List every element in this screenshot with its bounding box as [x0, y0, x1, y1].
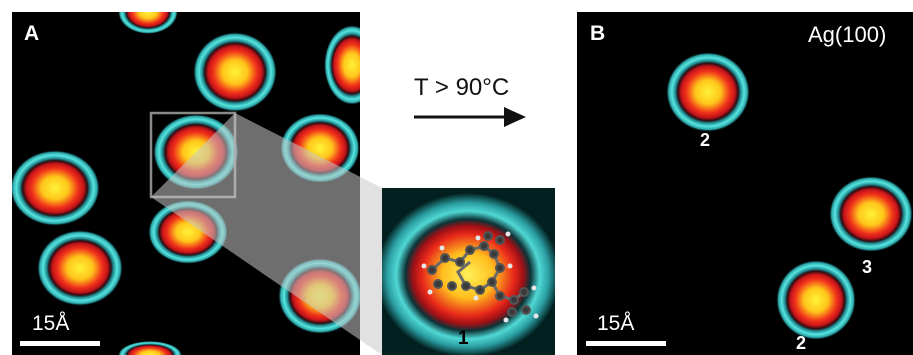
panel-b-scale-bar	[586, 341, 666, 346]
molecule-label: 2	[700, 130, 711, 150]
substrate-label: Ag(100)	[808, 22, 887, 47]
panel-b	[577, 12, 913, 355]
panel-b-molecules	[666, 52, 913, 340]
hydrogen-atoms	[421, 231, 539, 323]
inset-molecule-label: 1	[458, 328, 469, 349]
panel-b-label: B	[590, 22, 606, 45]
panel-b-scale-text: 15Å	[597, 312, 635, 335]
temperature-condition: T > 90°C	[414, 74, 510, 101]
panel-a-scale-bar	[20, 341, 100, 346]
inset	[382, 188, 555, 355]
reaction-arrow	[414, 107, 526, 127]
panel-a-scale-text: 15Å	[32, 312, 70, 335]
panel-a-label: A	[24, 22, 40, 45]
molecule-model	[427, 231, 531, 317]
molecule-label: 2	[796, 333, 807, 353]
molecule-label: 3	[862, 257, 873, 277]
zoom-projection	[151, 113, 382, 355]
